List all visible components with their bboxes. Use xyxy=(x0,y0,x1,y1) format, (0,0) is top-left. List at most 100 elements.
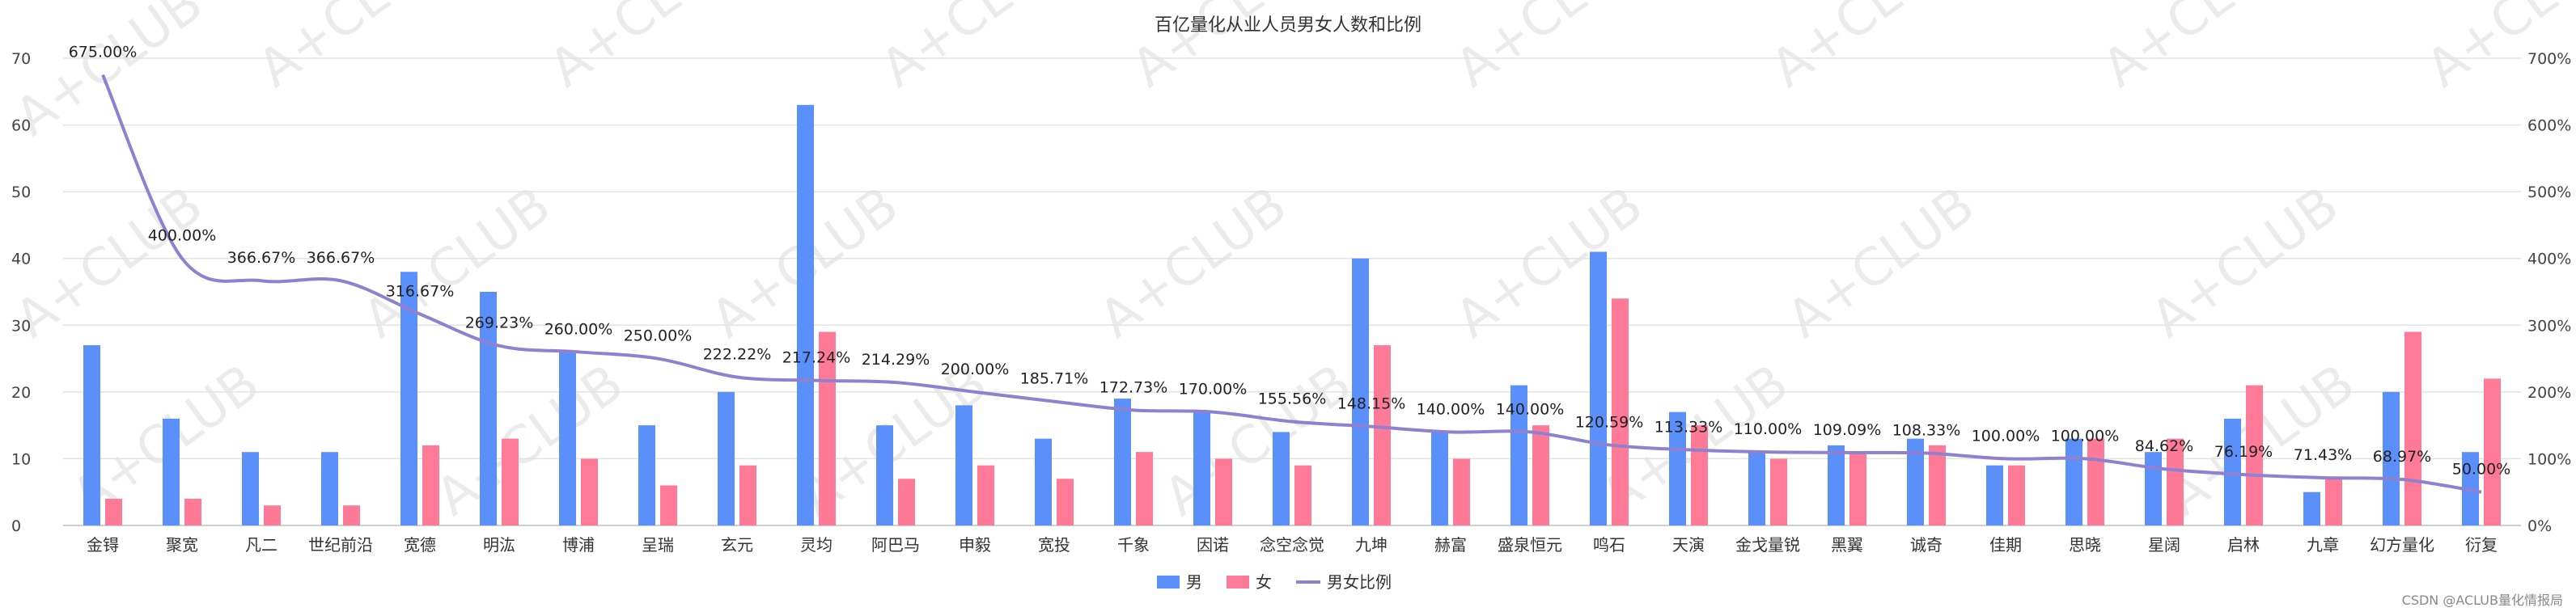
bar-male-7 xyxy=(638,425,655,525)
ratio-label-1: 400.00% xyxy=(148,227,217,245)
bar-male-18 xyxy=(1510,385,1527,525)
watermark-0: A+CLUB xyxy=(5,0,214,148)
y-right-tick-7: 700% xyxy=(2527,50,2571,68)
bar-female-16 xyxy=(1374,345,1391,525)
y-left-tick-6: 60 xyxy=(11,117,31,135)
bar-female-3 xyxy=(343,505,360,525)
bar-female-4 xyxy=(422,445,439,525)
legend-female-swatch xyxy=(1227,576,1249,589)
ratio-label-24: 100.00% xyxy=(1972,427,2040,445)
bar-male-10 xyxy=(876,425,893,525)
bar-male-8 xyxy=(718,391,735,525)
ratio-label-13: 172.73% xyxy=(1099,378,1168,396)
category-label-15: 念空念觉 xyxy=(1260,535,1324,555)
ratio-label-15: 155.56% xyxy=(1258,390,1327,408)
bar-male-15 xyxy=(1273,432,1290,525)
ratio-label-10: 214.29% xyxy=(862,351,930,369)
ratio-line xyxy=(101,74,2482,494)
ratio-label-27: 76.19% xyxy=(2214,443,2273,461)
watermark-6: A+CLUB xyxy=(1760,0,1969,99)
bar-female-24 xyxy=(2008,465,2025,525)
y-right-tick-4: 400% xyxy=(2527,251,2571,268)
ratio-label-3: 366.67% xyxy=(307,249,375,267)
chart-title: 百亿量化从业人员男女人数和比例 xyxy=(1155,15,1421,36)
bar-female-17 xyxy=(1453,458,1470,525)
bar-female-8 xyxy=(739,465,756,525)
category-label-19: 鸣石 xyxy=(1593,535,1625,555)
bar-male-4 xyxy=(400,272,417,525)
bars-layer xyxy=(83,104,2501,526)
bar-male-19 xyxy=(1590,251,1607,525)
y-right-tick-3: 300% xyxy=(2527,317,2571,335)
category-label-8: 玄元 xyxy=(721,535,753,555)
bar-female-13 xyxy=(1136,452,1153,525)
ratio-label-6: 260.00% xyxy=(544,320,613,338)
category-label-18: 盛泉恒元 xyxy=(1498,535,1562,555)
bar-male-26 xyxy=(2145,452,2162,525)
category-label-29: 幻方量化 xyxy=(2370,535,2434,555)
y-right-tick-2: 200% xyxy=(2527,384,2571,402)
bar-male-13 xyxy=(1114,399,1131,525)
watermark-1: A+CLUB xyxy=(248,0,456,99)
legend-male-label: 男 xyxy=(1186,572,1202,592)
ratio-label-14: 170.00% xyxy=(1179,381,1248,399)
watermark-7: A+CLUB xyxy=(2092,0,2301,99)
y-left-tick-1: 10 xyxy=(11,450,31,468)
category-label-3: 世纪前沿 xyxy=(308,535,373,555)
category-label-6: 博浦 xyxy=(562,535,595,555)
y-right-tick-6: 600% xyxy=(2527,117,2571,135)
watermark-17: A+CLUB xyxy=(426,353,634,528)
bar-female-29 xyxy=(2404,331,2421,525)
ratio-label-30: 50.00% xyxy=(2452,461,2510,479)
bar-male-0 xyxy=(83,345,100,525)
category-label-30: 衍复 xyxy=(2465,535,2498,555)
ratio-label-22: 109.09% xyxy=(1813,421,1882,439)
bar-female-21 xyxy=(1770,458,1787,525)
ratio-label-7: 250.00% xyxy=(624,327,693,345)
category-label-24: 佳期 xyxy=(1989,535,2022,555)
bar-male-14 xyxy=(1193,411,1210,525)
category-label-1: 聚宽 xyxy=(166,535,198,555)
category-label-28: 九章 xyxy=(2307,535,2339,555)
y-right-tick-5: 500% xyxy=(2527,184,2571,201)
ratio-label-11: 200.00% xyxy=(941,361,1010,378)
ratio-label-2: 366.67% xyxy=(227,249,296,267)
y-left-tick-2: 20 xyxy=(11,384,31,402)
legend-male-swatch xyxy=(1157,576,1180,589)
bar-male-16 xyxy=(1352,258,1369,525)
bar-male-29 xyxy=(2383,391,2400,525)
bar-female-14 xyxy=(1215,458,1232,525)
bar-male-12 xyxy=(1035,438,1052,525)
ratio-label-25: 100.00% xyxy=(2051,427,2120,445)
bar-female-25 xyxy=(2087,438,2104,525)
watermark-2: A+CLUB xyxy=(539,0,748,99)
bar-male-28 xyxy=(2303,492,2320,525)
ratio-label-21: 110.00% xyxy=(1734,420,1803,438)
watermark-14: A+CLUB xyxy=(1777,175,1985,350)
ratio-label-26: 84.62% xyxy=(2135,437,2193,455)
ratio-label-29: 68.97% xyxy=(2373,448,2431,466)
watermark-5: A+CLUB xyxy=(1445,0,1654,99)
bar-female-20 xyxy=(1691,425,1708,525)
y-left-tick-0: 0 xyxy=(11,517,21,535)
legend: 男 女 男女比例 xyxy=(1157,572,1392,592)
category-label-17: 赫富 xyxy=(1434,535,1467,555)
bar-male-22 xyxy=(1828,445,1845,525)
bar-male-23 xyxy=(1907,438,1924,525)
category-label-2: 凡二 xyxy=(245,535,278,555)
category-label-22: 黑翼 xyxy=(1831,535,1863,555)
category-label-23: 诚奇 xyxy=(1910,535,1943,555)
category-label-16: 九坤 xyxy=(1355,535,1388,555)
y-left-tick-5: 50 xyxy=(11,184,31,201)
bar-male-2 xyxy=(242,452,259,525)
category-label-0: 金锝 xyxy=(87,535,119,555)
ratio-label-18: 140.00% xyxy=(1496,400,1565,418)
ratio-label-23: 108.33% xyxy=(1892,422,1961,440)
bar-female-28 xyxy=(2325,479,2342,525)
category-label-5: 明汯 xyxy=(483,535,515,555)
bar-male-17 xyxy=(1431,432,1448,525)
bar-female-15 xyxy=(1294,465,1311,525)
axes-layer: 0102030405060700%100%200%300%400%500%600… xyxy=(11,50,2571,555)
